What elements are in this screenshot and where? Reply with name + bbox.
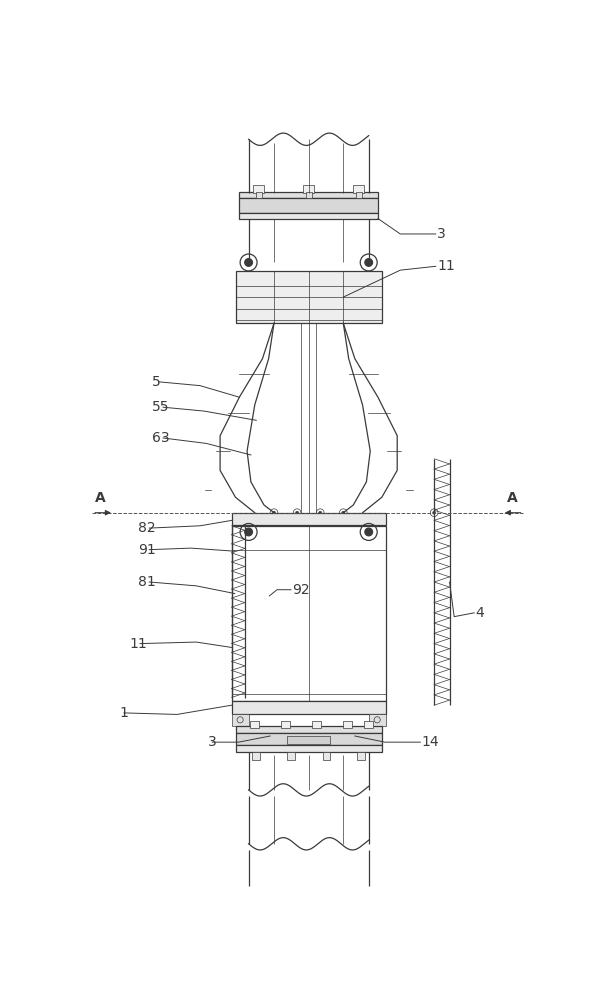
Bar xyxy=(364,721,373,728)
Bar xyxy=(232,701,386,714)
Bar xyxy=(303,185,314,193)
Circle shape xyxy=(295,511,298,514)
Text: 11: 11 xyxy=(437,259,455,273)
Bar xyxy=(239,198,378,213)
Bar xyxy=(239,213,378,219)
Text: 55: 55 xyxy=(153,400,170,414)
Text: 4: 4 xyxy=(476,606,484,620)
Bar xyxy=(236,745,382,752)
Bar xyxy=(232,513,386,525)
Text: 1: 1 xyxy=(119,706,128,720)
Bar xyxy=(232,714,248,726)
Circle shape xyxy=(432,511,436,514)
Circle shape xyxy=(365,259,373,266)
Bar xyxy=(236,271,382,323)
Text: 5: 5 xyxy=(153,375,161,389)
Bar xyxy=(253,752,260,760)
Circle shape xyxy=(342,511,345,514)
Bar xyxy=(312,721,321,728)
Circle shape xyxy=(318,511,322,514)
Bar xyxy=(343,721,352,728)
Circle shape xyxy=(245,528,253,536)
Circle shape xyxy=(245,259,253,266)
Text: 81: 81 xyxy=(139,575,156,589)
Text: 91: 91 xyxy=(139,543,156,557)
Text: 82: 82 xyxy=(139,521,156,535)
Bar xyxy=(236,733,382,745)
Bar xyxy=(281,721,290,728)
Text: 14: 14 xyxy=(422,735,440,749)
Bar xyxy=(368,714,386,726)
Bar xyxy=(287,752,295,760)
Bar xyxy=(287,736,330,744)
Bar xyxy=(323,752,330,760)
Bar xyxy=(253,185,264,193)
Text: 11: 11 xyxy=(129,637,147,651)
Circle shape xyxy=(273,511,276,514)
Text: A: A xyxy=(95,491,106,505)
Bar xyxy=(256,192,262,198)
Bar xyxy=(357,752,365,760)
Text: 63: 63 xyxy=(153,431,170,445)
Bar xyxy=(306,192,312,198)
Bar xyxy=(250,721,259,728)
Text: 3: 3 xyxy=(208,735,216,749)
Bar xyxy=(232,526,386,701)
Bar xyxy=(356,192,362,198)
Circle shape xyxy=(365,528,373,536)
Bar xyxy=(239,192,378,198)
Text: A: A xyxy=(507,491,517,505)
Bar xyxy=(236,726,382,733)
Text: 92: 92 xyxy=(292,583,310,597)
Text: 3: 3 xyxy=(437,227,446,241)
Bar xyxy=(353,185,364,193)
